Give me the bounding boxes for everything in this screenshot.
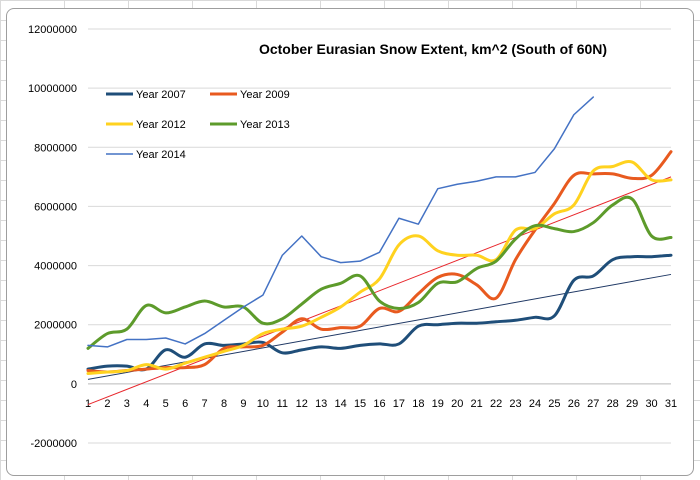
x-tick-label: 4 [143,398,149,410]
x-tick-label: 27 [587,398,599,410]
x-tick-label: 13 [315,398,327,410]
x-tick-label: 22 [490,398,502,410]
x-tick-label: 8 [221,398,227,410]
y-tick-label: 2000000 [34,320,77,332]
y-tick-label: 12000000 [28,24,77,36]
x-tick-label: 18 [412,398,424,410]
x-tick-label: 9 [240,398,246,410]
x-tick-label: 19 [432,398,444,410]
x-tick-label: 24 [529,398,541,410]
legend-label-year-2014: Year 2014 [136,149,186,161]
y-tick-label: 8000000 [34,142,77,154]
x-tick-label: 25 [548,398,560,410]
x-tick-label: 16 [373,398,385,410]
x-tick-label: 7 [202,398,208,410]
legend-label-year-2009: Year 2009 [240,89,290,101]
chart-title: October Eurasian Snow Extent, km^2 (Sout… [259,41,607,57]
series-line-year-2007 [86,253,673,372]
x-tick-label: 31 [665,398,677,410]
line-chart: -2000000 0 2000000 4000000 6000000 8000000 100… [28,24,677,450]
x-tick-label: 3 [124,398,130,410]
series-line-year-2009 [86,150,673,374]
x-tick-label: 5 [163,398,169,410]
x-tick-label: 11 [277,398,288,410]
x-tick-label: 14 [335,398,347,410]
x-tick-label: 2 [104,398,110,410]
chart-area[interactable]: -2000000 0 2000000 4000000 6000000 8000000 100… [6,8,694,476]
x-tick-label: 28 [607,398,619,410]
legend-label-year-2013: Year 2013 [240,119,290,131]
y-tick-label: 4000000 [34,261,77,273]
y-tick-label: -2000000 [31,438,78,450]
x-tick-label: 23 [509,398,521,410]
trendline [87,176,672,406]
y-tick-label: 10000000 [28,83,77,95]
x-tick-label: 15 [354,398,366,410]
y-tick-label: 0 [71,379,77,391]
legend-label-year-2012: Year 2012 [136,119,186,131]
x-tick-label: 20 [451,398,463,410]
x-tick-label: 26 [568,398,580,410]
x-tick-label: 12 [296,398,308,410]
x-tick-label: 10 [257,398,269,410]
legend-label-year-2007: Year 2007 [136,89,186,101]
series-line-year-2012 [86,160,673,376]
x-tick-label: 30 [645,398,657,410]
series-line-year-2014 [87,96,595,348]
x-tick-label: 21 [471,398,483,410]
x-tick-label: 29 [626,398,638,410]
x-tick-label: 17 [393,398,405,410]
x-tick-label: 6 [182,398,188,410]
series-line-year-2013 [86,195,673,350]
x-tick-label: 1 [85,398,91,410]
y-tick-label: 6000000 [34,201,77,213]
